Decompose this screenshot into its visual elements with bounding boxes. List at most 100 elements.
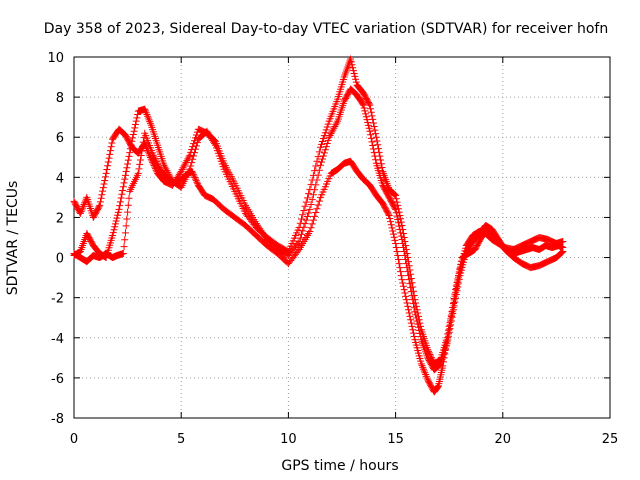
data-point	[318, 140, 326, 148]
data-point	[306, 227, 314, 235]
data-point	[119, 183, 127, 191]
data-point	[308, 196, 316, 204]
data-point	[394, 201, 402, 209]
data-point	[317, 161, 325, 169]
data-point	[185, 153, 193, 161]
data-point	[392, 195, 400, 203]
data-point	[450, 296, 458, 304]
y-tick-label: 4	[56, 171, 64, 186]
data-point	[114, 208, 122, 216]
data-point	[444, 330, 452, 338]
data-point	[105, 154, 113, 162]
y-tick-label: -8	[51, 412, 64, 427]
data-point	[141, 107, 149, 115]
data-point	[152, 166, 160, 174]
data-point	[365, 124, 373, 132]
data-point	[125, 194, 133, 202]
data-point	[392, 205, 400, 213]
data-point	[141, 139, 149, 147]
data-point	[407, 270, 415, 278]
data-point	[111, 223, 119, 231]
data-point	[311, 212, 319, 220]
data-point	[399, 225, 407, 233]
data-point	[122, 168, 130, 176]
data-point	[76, 209, 84, 217]
data-point	[322, 126, 330, 134]
data-point	[422, 372, 430, 380]
data-point	[133, 114, 141, 122]
data-point	[123, 164, 131, 172]
data-point	[386, 215, 394, 223]
data-point	[186, 151, 194, 159]
data-point	[418, 362, 426, 370]
data-point	[193, 139, 201, 147]
data-point	[112, 217, 120, 225]
data-point	[96, 198, 104, 206]
data-point	[404, 306, 412, 314]
data-point	[298, 230, 306, 238]
data-point	[307, 224, 315, 232]
data-point	[190, 172, 198, 180]
data-point	[558, 248, 566, 256]
data-point	[323, 123, 331, 131]
data-point	[312, 162, 320, 170]
data-point	[124, 160, 132, 168]
data-point	[136, 160, 144, 168]
data-point	[350, 69, 358, 77]
data-point	[396, 264, 404, 272]
data-point	[319, 135, 327, 143]
x-axis-label: GPS time / hours	[281, 458, 398, 474]
data-point	[128, 137, 136, 145]
data-point	[402, 292, 410, 300]
data-point	[373, 137, 381, 145]
data-point	[332, 121, 340, 129]
data-point	[306, 185, 314, 193]
data-point	[371, 126, 379, 134]
data-point	[330, 124, 338, 132]
data-point	[318, 137, 326, 145]
data-point	[328, 128, 336, 136]
data-point	[388, 224, 396, 232]
data-point	[131, 124, 139, 132]
data-point	[452, 288, 460, 296]
data-point	[104, 158, 112, 166]
data-point	[165, 170, 173, 178]
data-point	[146, 152, 154, 160]
data-point	[394, 205, 402, 213]
data-point	[367, 105, 375, 113]
data-point	[449, 303, 457, 311]
data-point	[188, 159, 196, 167]
data-point	[397, 215, 405, 223]
data-point	[376, 152, 384, 160]
data-point	[146, 154, 154, 162]
data-point	[424, 347, 432, 355]
data-point	[455, 269, 463, 277]
data-point	[118, 190, 126, 198]
data-point	[377, 156, 385, 164]
data-point	[412, 299, 420, 307]
data-point	[167, 174, 175, 182]
y-tick-label: 2	[56, 211, 64, 226]
data-point	[366, 101, 374, 109]
data-point	[177, 167, 185, 175]
data-point	[352, 78, 360, 86]
data-point	[447, 311, 455, 319]
data-point	[421, 369, 429, 377]
data-point	[103, 166, 111, 174]
data-point	[146, 118, 154, 126]
data-point	[393, 248, 401, 256]
data-point	[349, 64, 357, 72]
data-point	[145, 116, 153, 124]
data-point	[393, 212, 401, 220]
data-point	[347, 55, 355, 63]
data-point	[189, 155, 197, 163]
x-tick-label: 5	[177, 432, 185, 447]
data-point	[409, 287, 417, 295]
data-point	[410, 291, 418, 299]
data-point	[364, 121, 372, 129]
data-point	[120, 243, 128, 251]
data-point	[299, 227, 307, 235]
x-tick-label: 25	[602, 432, 619, 447]
data-point	[180, 162, 188, 170]
x-tick-label: 20	[495, 432, 512, 447]
